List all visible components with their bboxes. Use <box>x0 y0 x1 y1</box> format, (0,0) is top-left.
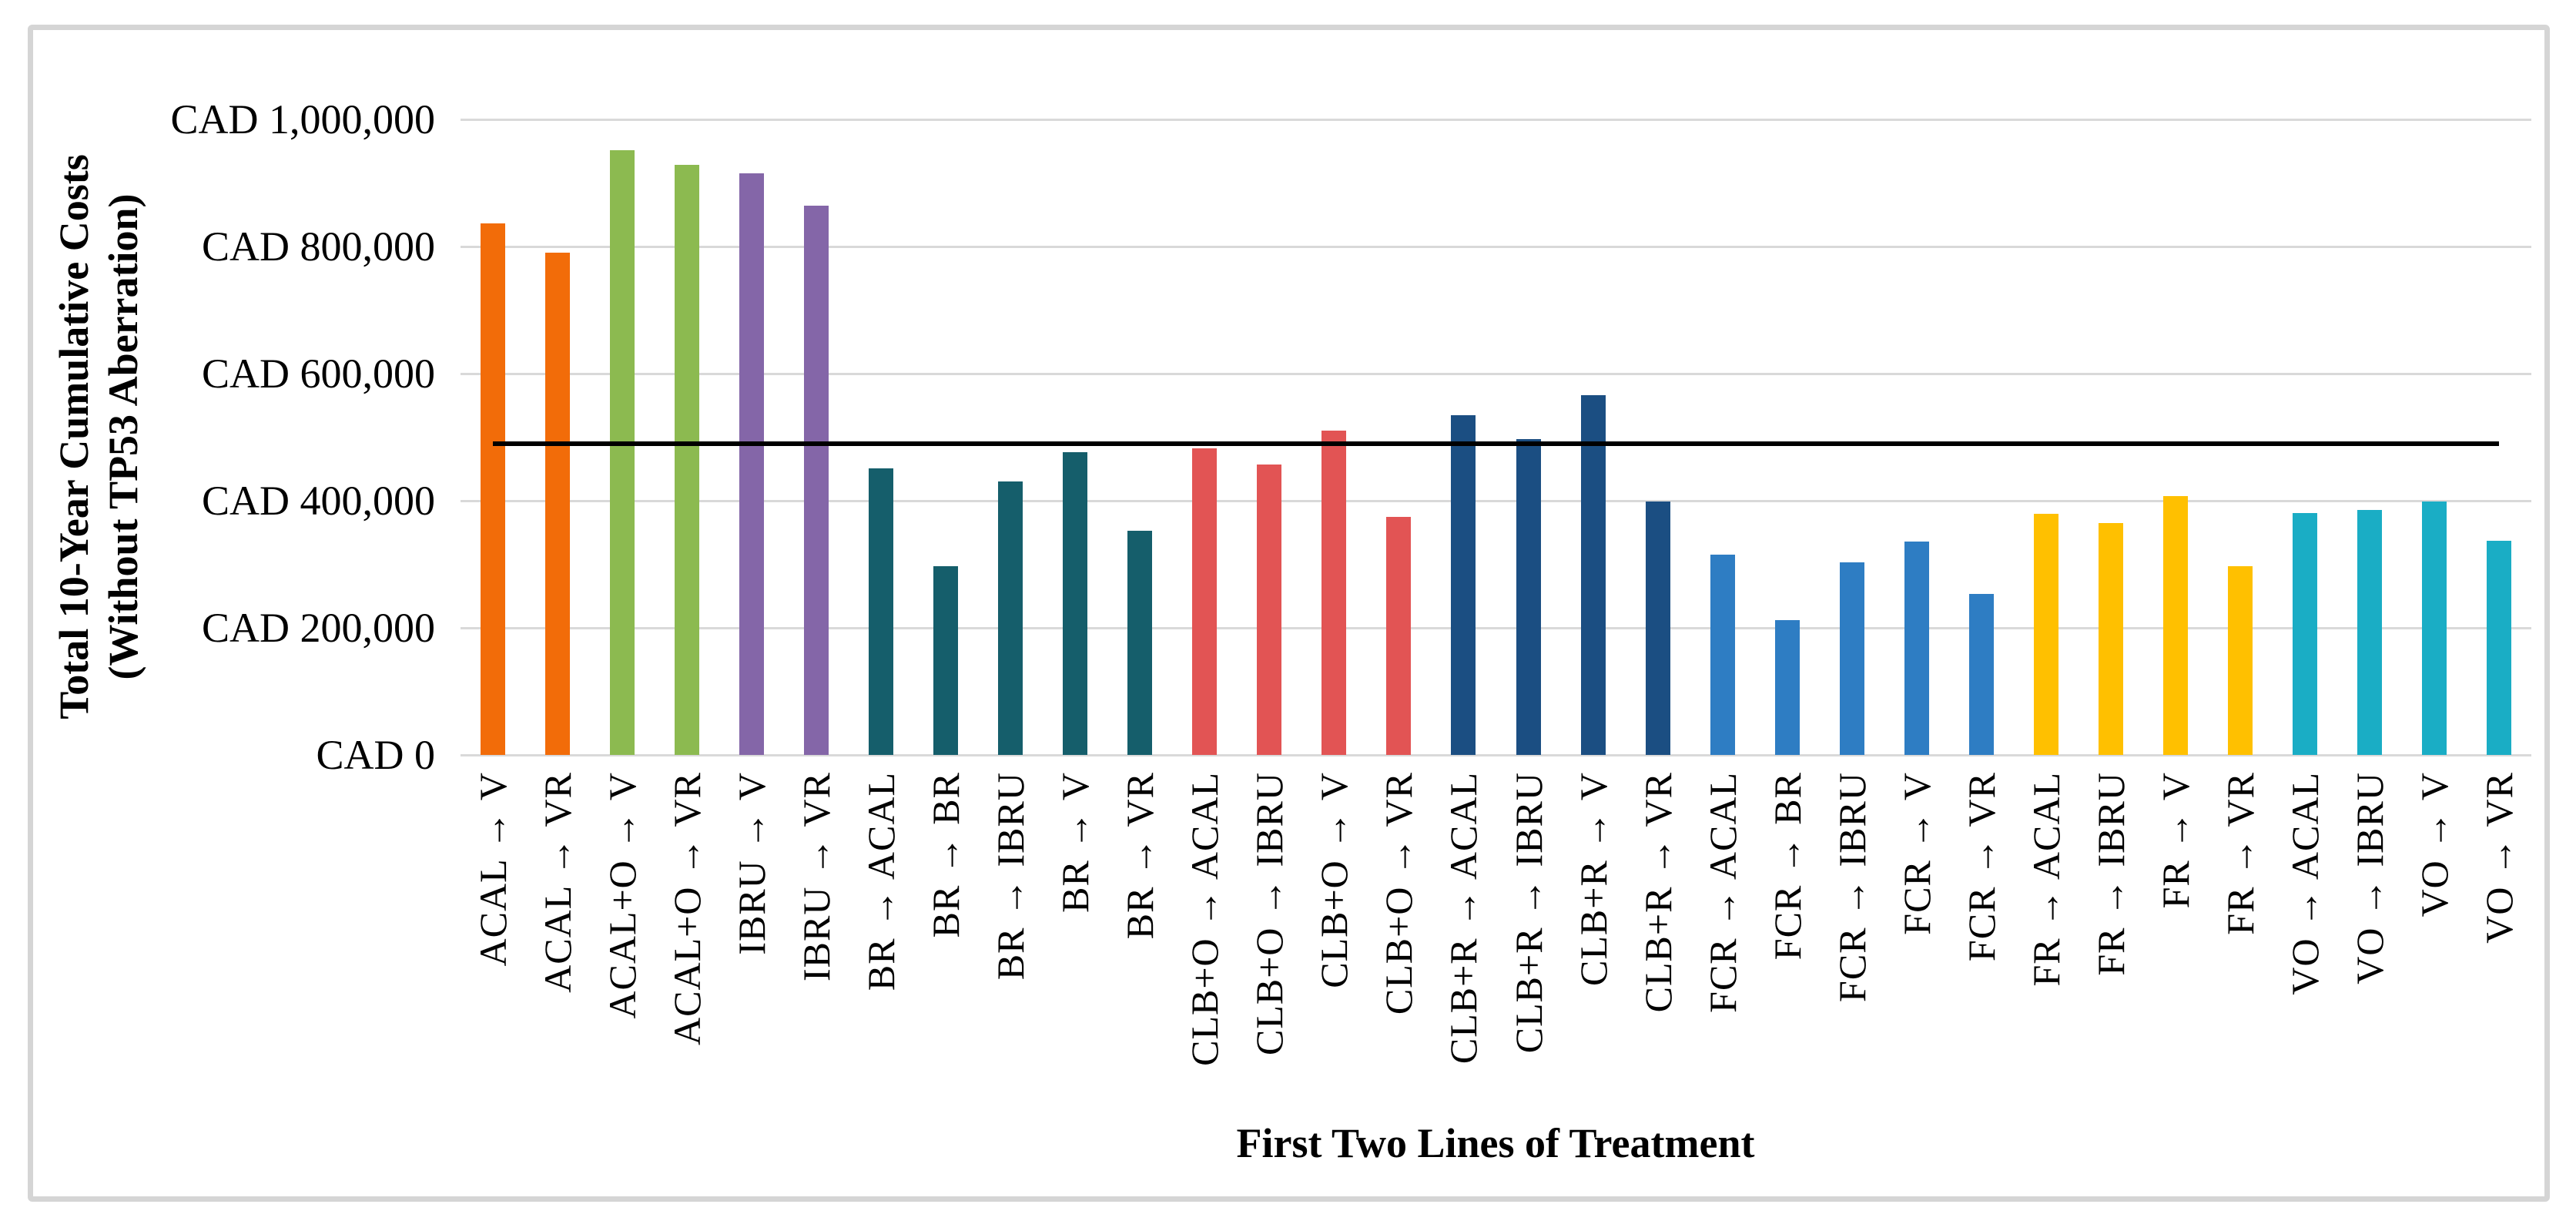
bar <box>481 223 506 755</box>
x-tick-label: ACAL+O → VR <box>665 772 709 1045</box>
x-tick-label: BR → VR <box>1118 772 1162 940</box>
x-tick-label: FCR → ACAL <box>1700 772 1744 1013</box>
bar <box>1710 555 1735 755</box>
x-tick-label: CLB+R → VR <box>1636 772 1680 1013</box>
bar <box>933 565 959 755</box>
bar <box>1968 594 1994 755</box>
x-tick-label: CLB+R → IBRU <box>1506 772 1550 1054</box>
bar <box>2292 512 2317 755</box>
x-tick-label: VO → ACAL <box>2283 772 2326 995</box>
bar <box>2098 522 2123 755</box>
gridline <box>461 500 2531 502</box>
x-tick-label: FR → VR <box>2218 772 2262 935</box>
bar <box>998 481 1023 755</box>
gridline <box>461 119 2531 121</box>
x-tick-label: ACAL → V <box>471 772 515 967</box>
x-tick-label: CLB+O → IBRU <box>1248 772 1291 1056</box>
x-tick-label: IBRU → V <box>730 772 774 955</box>
gridline <box>461 627 2531 629</box>
reference-line <box>493 441 2499 446</box>
bar <box>2486 540 2511 755</box>
bar <box>804 206 829 755</box>
x-tick-label: CLB+R → ACAL <box>1442 772 1486 1065</box>
bar <box>545 253 571 755</box>
bar <box>1774 620 1800 755</box>
gridline <box>461 373 2531 375</box>
y-axis-title-line1: Total 10-Year Cumulative Costs <box>51 154 97 719</box>
x-tick-label: FR → ACAL <box>2024 772 2068 987</box>
x-tick-label: FCR → IBRU <box>1830 772 1874 1002</box>
x-tick-label: BR → ACAL <box>859 772 903 991</box>
x-axis-title: First Two Lines of Treatment <box>1236 1120 1755 1166</box>
x-tick-label: FCR → VR <box>1959 772 2003 962</box>
bar <box>1321 431 1347 755</box>
bar <box>869 468 894 755</box>
bar <box>739 173 765 755</box>
x-tick-label: ACAL → VR <box>536 772 580 993</box>
bar <box>2033 513 2058 755</box>
bar <box>1257 464 1282 755</box>
x-tick-label: CLB+O → VR <box>1377 772 1421 1015</box>
x-tick-label: BR → IBRU <box>989 772 1033 981</box>
gridline <box>461 246 2531 248</box>
y-tick-label: CAD 400,000 <box>201 478 435 524</box>
bar <box>1839 562 1864 755</box>
bar <box>1516 438 1541 755</box>
x-tick-label: FR → V <box>2153 772 2197 909</box>
x-tick-label: CLB+R → V <box>1571 772 1615 986</box>
x-tick-label: FCR → BR <box>1765 772 1809 961</box>
bar <box>1645 501 1670 755</box>
x-tick-label: BR → V <box>1054 772 1097 913</box>
x-tick-label: VO → V <box>2412 772 2456 917</box>
bar <box>1451 415 1476 755</box>
x-tick-label: VO → IBRU <box>2347 772 2391 984</box>
bar <box>610 150 635 755</box>
chart-frame <box>28 25 2550 1202</box>
bar <box>675 165 700 755</box>
gridline <box>461 754 2531 756</box>
y-tick-label: CAD 200,000 <box>201 605 435 651</box>
bar <box>2357 510 2382 755</box>
x-tick-label: FR → IBRU <box>2089 772 2132 976</box>
y-tick-label: CAD 800,000 <box>201 223 435 270</box>
bar <box>1386 517 1412 755</box>
bar <box>2421 501 2447 755</box>
bar <box>1192 448 1218 755</box>
x-tick-label: IBRU → VR <box>795 772 839 982</box>
x-tick-label: VO → VR <box>2477 772 2521 944</box>
y-tick-label: CAD 1,000,000 <box>170 96 435 143</box>
bar <box>1904 541 1929 755</box>
y-tick-label: CAD 0 <box>316 732 435 778</box>
bar <box>1063 452 1088 755</box>
x-tick-label: FCR → V <box>1894 772 1938 935</box>
bar <box>1580 395 1606 755</box>
x-tick-label: CLB+O → ACAL <box>1183 772 1227 1066</box>
y-tick-label: CAD 600,000 <box>201 351 435 397</box>
bar <box>1127 530 1153 755</box>
bar <box>2162 496 2188 755</box>
x-tick-label: BR → BR <box>924 772 968 938</box>
x-tick-label: CLB+O → V <box>1312 772 1356 988</box>
x-tick-label: ACAL+O → V <box>601 772 645 1019</box>
bar <box>2227 565 2253 755</box>
